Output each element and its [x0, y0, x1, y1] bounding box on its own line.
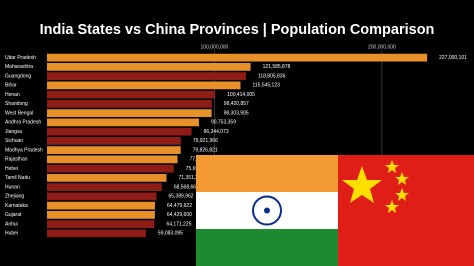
bar [47, 146, 181, 155]
category-label: Hubei [5, 231, 18, 237]
bar [47, 173, 167, 182]
bar [47, 183, 162, 192]
category-label: Madhya Pradesh [5, 147, 43, 153]
bar [47, 192, 157, 201]
value-label: 64,479,622 [167, 203, 192, 209]
category-label: Zhejiang [5, 194, 24, 200]
chakra-hub [264, 207, 270, 214]
value-label: 100,414,005 [227, 92, 255, 98]
india-flag [196, 155, 338, 266]
bar [47, 62, 251, 71]
value-label: 227,000,101 [439, 55, 467, 61]
category-label: Shandong [5, 101, 28, 107]
bar [47, 164, 174, 173]
bar [47, 72, 246, 81]
bar [47, 229, 146, 238]
star [342, 166, 382, 203]
bar [47, 99, 212, 108]
bar [47, 210, 155, 219]
value-label: 118,805,836 [258, 73, 286, 79]
star [385, 200, 399, 213]
bar [47, 136, 181, 145]
bar [47, 81, 241, 90]
x-tick-label: 200,000,000 [368, 44, 396, 50]
star [385, 160, 399, 173]
value-label: 65,389,962 [168, 194, 193, 200]
value-label: 71,351,249 [178, 175, 203, 181]
value-label: 90,753,359 [211, 120, 236, 126]
category-label: Sichuan [5, 138, 23, 144]
flag-band [196, 155, 338, 192]
value-label: 98,420,857 [224, 101, 249, 107]
bar [47, 118, 199, 127]
plot: 100,000,000 200,000,000 Uttar Pradesh 227,0… [5, 44, 467, 266]
value-label: 59,083,095 [158, 231, 183, 237]
flag-field [338, 155, 474, 266]
category-label: Gujarat [5, 212, 22, 218]
category-label: Bihar [5, 83, 17, 89]
bar [47, 220, 155, 229]
value-label: 79,921,966 [193, 138, 218, 144]
bar [47, 127, 192, 136]
bar [47, 201, 155, 210]
category-label: Karnataka [5, 203, 28, 209]
value-label: 79,826,821 [193, 147, 218, 153]
flag-band [196, 229, 338, 266]
chart-title: India States vs China Provinces | Popula… [40, 22, 435, 38]
category-label: Rajasthan [5, 157, 28, 163]
category-label: Jiangsu [5, 129, 22, 135]
bar [47, 155, 178, 164]
china-flag [338, 155, 474, 266]
category-label: Hunan [5, 184, 20, 190]
value-label: 115,545,123 [252, 83, 280, 89]
value-label: 68,568,666 [174, 184, 199, 190]
value-label: 64,429,600 [167, 212, 192, 218]
bar [47, 90, 216, 99]
category-label: West Bengal [5, 110, 33, 116]
x-tick-label: 100,000,000 [201, 44, 229, 50]
category-label: Hebei [5, 166, 18, 172]
star [395, 172, 409, 185]
category-label: Henan [5, 92, 20, 98]
value-label: 86,344,073 [204, 129, 229, 135]
category-label: Anhui [5, 221, 18, 227]
value-label: 64,171,225 [166, 221, 191, 227]
bar [47, 53, 428, 62]
star [395, 188, 409, 201]
bar [47, 109, 212, 118]
category-label: Tamil Nadu [5, 175, 30, 181]
category-label: Uttar Pradesh [5, 55, 36, 61]
category-label: Andhra Pradesh [5, 120, 41, 126]
value-label: 121,585,878 [263, 64, 291, 70]
category-label: Guangdong [5, 73, 31, 79]
chakra [252, 195, 282, 226]
value-label: 98,303,905 [224, 110, 249, 116]
category-label: Maharashtra [5, 64, 33, 70]
